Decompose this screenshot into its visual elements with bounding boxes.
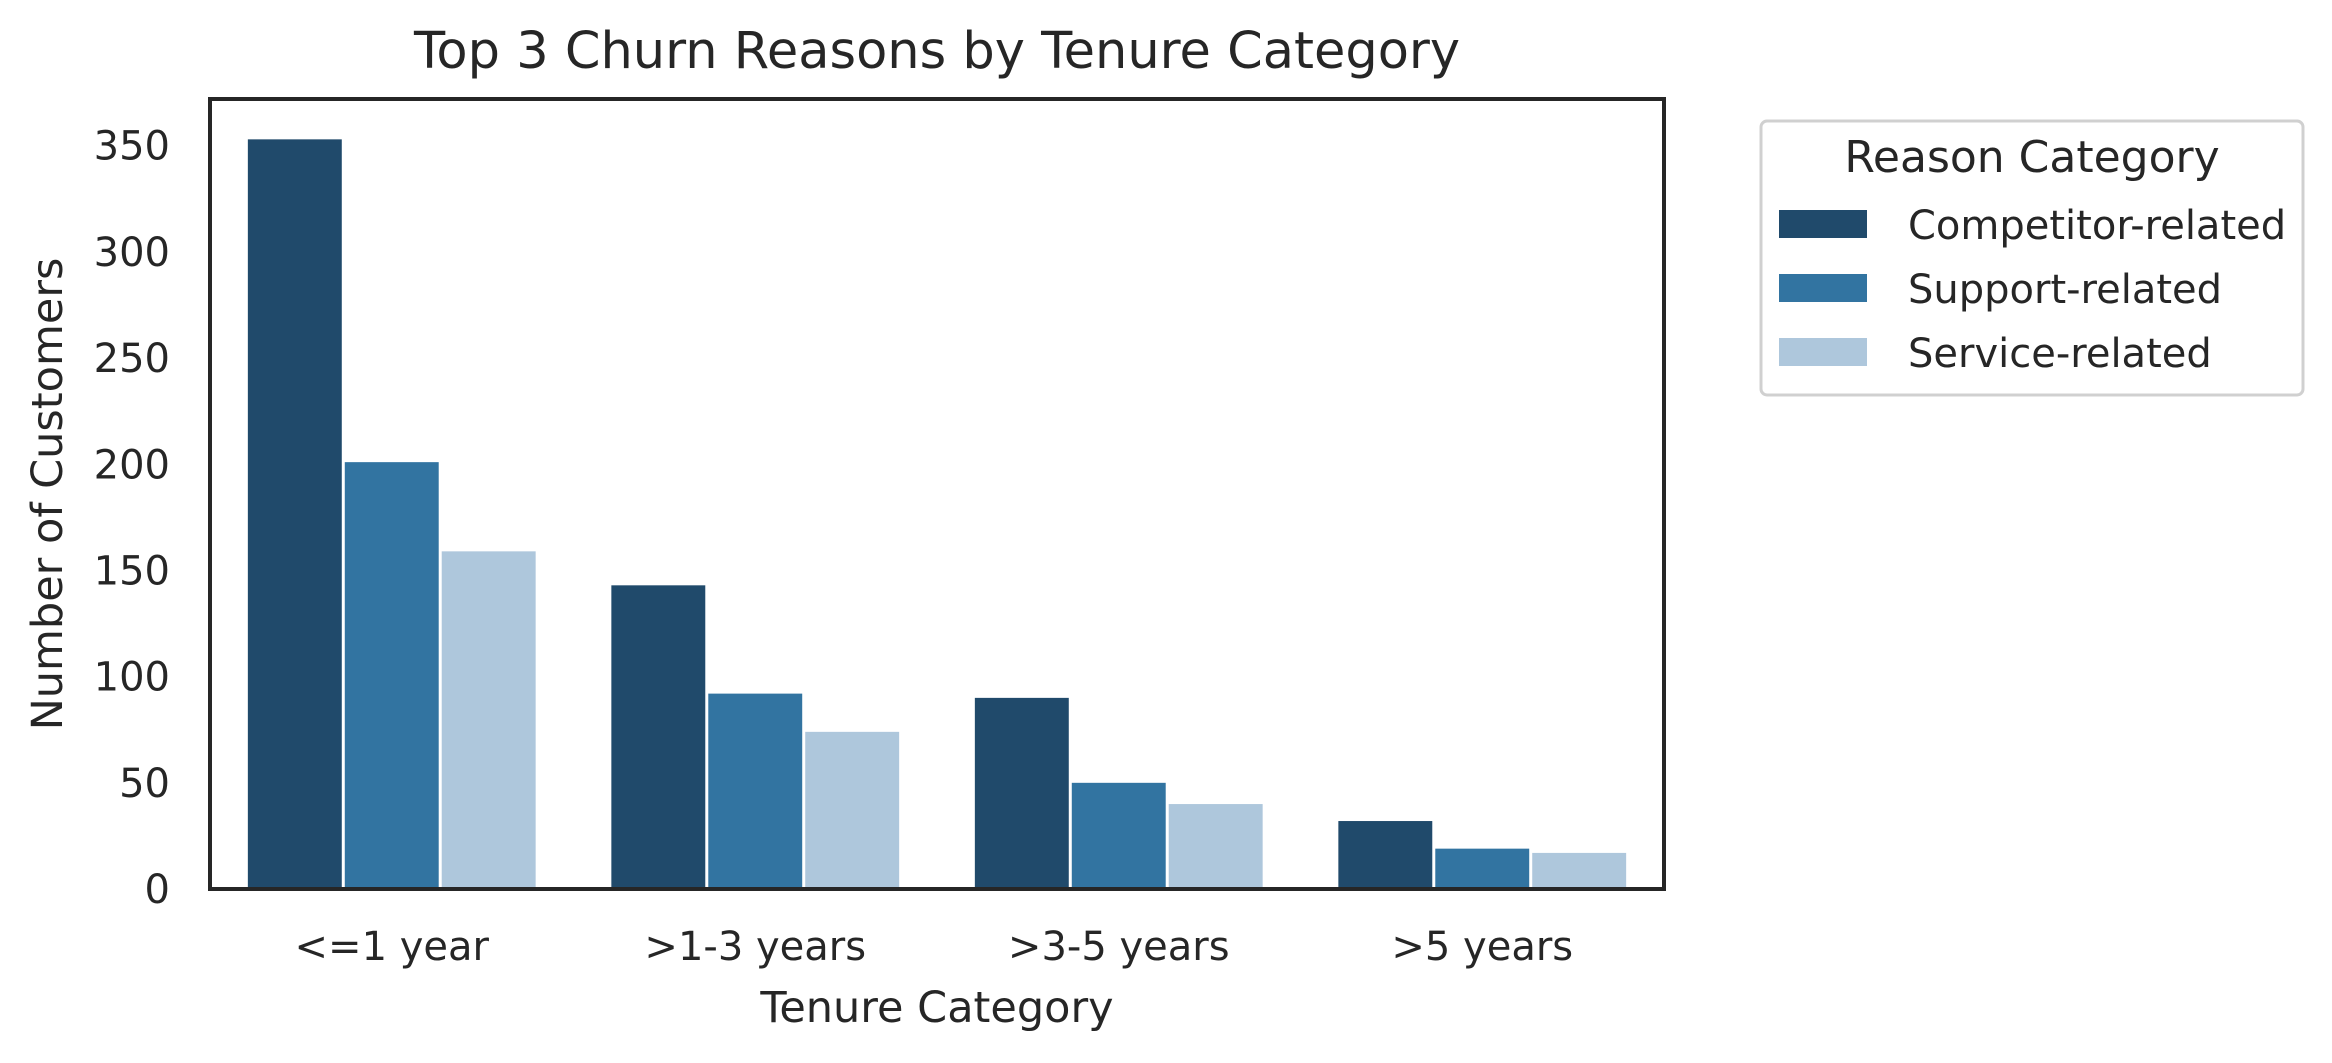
- legend-label: Support-related: [1908, 267, 2222, 313]
- y-tick-label: 100: [94, 655, 170, 701]
- bar: [708, 693, 803, 889]
- bar: [344, 462, 439, 889]
- bar: [805, 731, 900, 889]
- y-tick-label: 150: [94, 548, 170, 594]
- y-tick-label: 0: [145, 867, 170, 913]
- legend-swatch: [1779, 210, 1867, 238]
- plot-frame: [208, 97, 1666, 891]
- legend: Reason Category Competitor-related Suppor…: [1759, 119, 2305, 397]
- bars-layer: [247, 139, 1627, 890]
- bar: [441, 551, 536, 889]
- y-tick-label: 250: [94, 336, 170, 382]
- y-tick-label: 300: [94, 230, 170, 276]
- bar: [1071, 782, 1166, 889]
- x-tick-label: <=1 year: [295, 924, 490, 970]
- bar: [1435, 848, 1530, 889]
- legend-box: [1759, 119, 2305, 397]
- chart-title: Top 3 Churn Reasons by Tenure Category: [413, 22, 1460, 81]
- x-tick-label: >3-5 years: [1008, 924, 1230, 970]
- legend-items: Competitor-related Support-related Service…: [1779, 203, 2286, 377]
- legend-label: Competitor-related: [1908, 203, 2286, 249]
- x-axis-label: Tenure Category: [759, 983, 1113, 1033]
- legend-swatch: [1779, 338, 1867, 366]
- y-tick-label: 50: [119, 761, 170, 807]
- y-axis-label: Number of Customers: [23, 258, 73, 731]
- bar: [1532, 852, 1627, 889]
- legend-swatch: [1779, 274, 1867, 302]
- bar: [247, 139, 342, 890]
- x-tick-label: >5 years: [1391, 924, 1573, 970]
- bar: [974, 697, 1069, 889]
- legend-label: Service-related: [1908, 331, 2212, 377]
- y-tick-label: 350: [94, 124, 170, 170]
- legend-title: Reason Category: [1844, 132, 2219, 183]
- bar: [1168, 804, 1263, 889]
- y-axis-ticks: 0 50 100 150 200 250 300 350: [94, 124, 170, 913]
- bar: [1338, 821, 1433, 889]
- y-tick-label: 200: [94, 442, 170, 488]
- x-tick-label: >1-3 years: [644, 924, 866, 970]
- bar: [611, 585, 706, 889]
- x-axis-ticks: <=1 year >1-3 years >3-5 years >5 years: [295, 924, 1574, 970]
